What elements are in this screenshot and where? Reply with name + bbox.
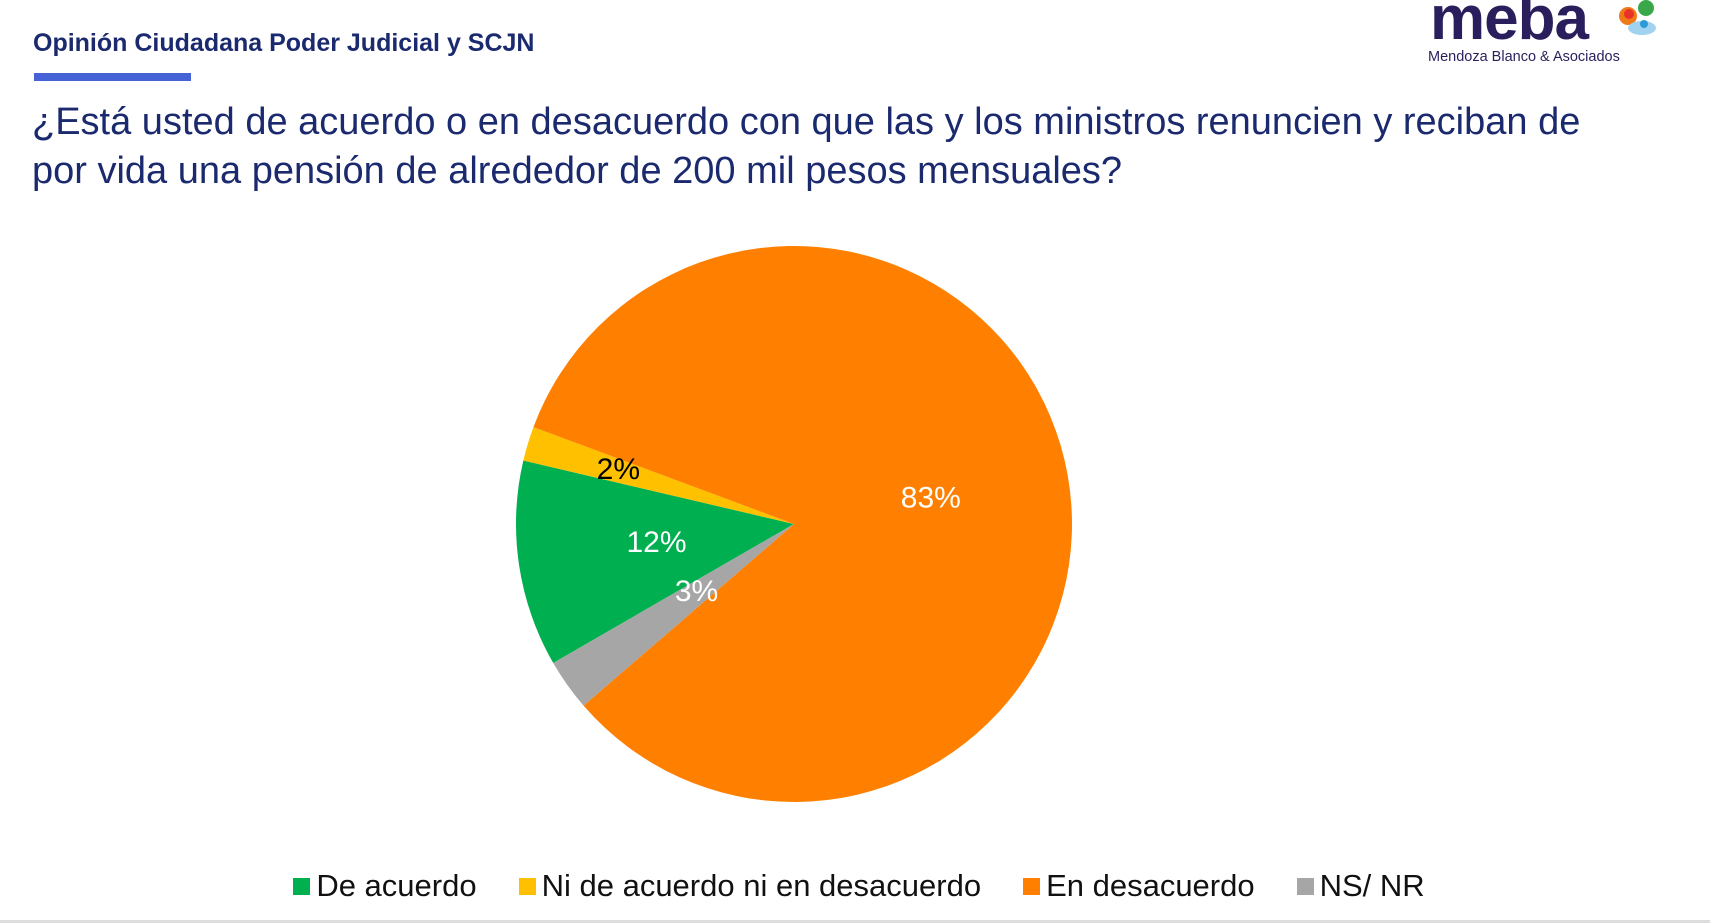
- logo-subtitle: Mendoza Blanco & Asociados: [1428, 49, 1620, 65]
- pie-slice-ni-de-acuerdo-ni-en-desacuerdo: [523, 427, 794, 524]
- header-accent-bar: [34, 73, 191, 81]
- chart-legend: De acuerdo Ni de acuerdo ni en desacuerd…: [0, 868, 1710, 904]
- legend-swatch: [1296, 877, 1314, 895]
- legend-label: Ni de acuerdo ni en desacuerdo: [541, 868, 982, 903]
- legend-label: NS/ NR: [1319, 868, 1425, 903]
- legend-swatch: [1023, 877, 1041, 895]
- logo-word: meba: [1430, 0, 1589, 53]
- legend-item-de-acuerdo: De acuerdo: [293, 868, 477, 904]
- legend-label: En desacuerdo: [1046, 868, 1255, 903]
- legend-swatch: [518, 877, 536, 895]
- legend-item-ns-nr: NS/ NR: [1296, 868, 1425, 904]
- bottom-divider: [0, 920, 1710, 923]
- report-header: Opinión Ciudadana Poder Judicial y SCJN: [33, 29, 535, 57]
- pie-slice-ns-nr: [553, 524, 794, 706]
- pie-slice-en-desacuerdo: [533, 245, 1073, 802]
- legend-swatch: [293, 877, 311, 895]
- data-label: 3%: [675, 575, 718, 608]
- logo-mark-icon: [1619, 0, 1656, 35]
- chart-title: ¿Está usted de acuerdo o en desacuerdo c…: [32, 101, 1581, 192]
- legend-label: De acuerdo: [316, 868, 477, 903]
- legend-item-en-desacuerdo: En desacuerdo: [1023, 868, 1255, 904]
- meba-logo: meba Mendoza Blanco & Asociados: [1428, 0, 1698, 66]
- data-label: 2%: [597, 453, 640, 486]
- legend-item-ni-de-acuerdo: Ni de acuerdo ni en desacuerdo: [518, 868, 982, 904]
- data-label: 12%: [626, 526, 686, 559]
- data-label: 83%: [901, 481, 961, 514]
- pie-slice-de-acuerdo: [516, 460, 794, 663]
